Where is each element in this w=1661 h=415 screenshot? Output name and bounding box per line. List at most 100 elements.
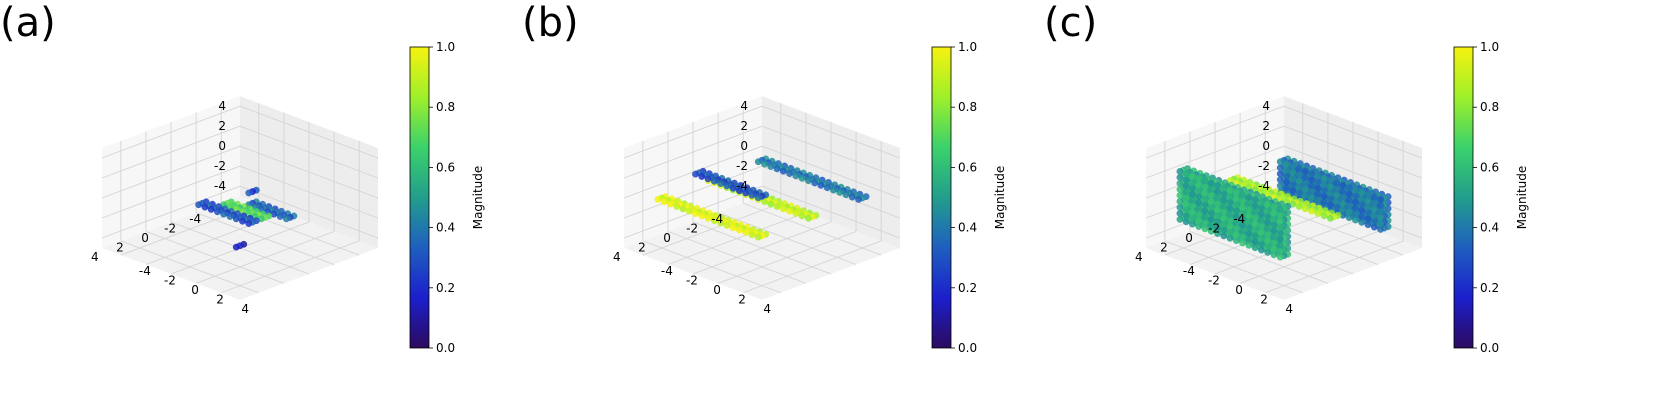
data-point xyxy=(1364,215,1372,223)
grid-line xyxy=(743,240,882,294)
data-point xyxy=(220,210,228,218)
data-point xyxy=(1182,200,1190,208)
data-point xyxy=(1289,175,1297,182)
data-point xyxy=(1220,214,1228,222)
data-point xyxy=(1220,196,1228,204)
data-point xyxy=(1251,196,1259,204)
data-point xyxy=(1189,214,1196,222)
data-point xyxy=(1289,181,1297,188)
data-point xyxy=(195,201,203,209)
y-tick-label: 2 xyxy=(216,292,224,306)
data-point xyxy=(1377,208,1384,215)
data-point xyxy=(1201,201,1209,209)
plot-b: -4 -2 0 2 4 -4 -2 0 2 4 4 2 0 -2 -4 0.0 0.2 0.4 0.6 0.8 1.0 M… xyxy=(613,40,1007,355)
grid-line xyxy=(623,105,763,159)
data-point xyxy=(1258,204,1265,212)
plot-c: -4 -2 0 2 4 -4 -2 0 2 4 4 2 0 -2 -4 0.0 0.2 0.4 0.6 0.8 1.0 M… xyxy=(1135,40,1529,355)
grid-line xyxy=(239,125,379,179)
data-point xyxy=(692,170,699,178)
data-point xyxy=(1283,184,1290,192)
data-point xyxy=(754,233,762,241)
data-point xyxy=(1195,187,1203,194)
grid-line xyxy=(1145,125,1285,179)
colorbar-tick-label: 0.8 xyxy=(436,100,455,114)
data-point xyxy=(1339,205,1347,213)
data-point xyxy=(1358,188,1366,196)
data-point xyxy=(1301,191,1309,199)
data-point xyxy=(1258,210,1265,218)
data-point xyxy=(1352,216,1359,224)
data-point xyxy=(1195,211,1203,218)
data-point xyxy=(1283,166,1290,174)
data-point xyxy=(1195,193,1203,200)
data-point xyxy=(1333,191,1341,199)
data-point xyxy=(1264,212,1272,220)
data-point xyxy=(1195,181,1203,188)
data-point xyxy=(717,180,725,187)
data-point xyxy=(723,182,731,190)
data-point xyxy=(1276,253,1284,261)
x-tick-label: 4 xyxy=(613,250,621,264)
data-point xyxy=(1276,241,1284,249)
data-point xyxy=(679,205,687,213)
data-point xyxy=(1264,248,1272,256)
grid-line xyxy=(1283,125,1423,179)
data-point xyxy=(754,194,762,202)
data-point xyxy=(1245,193,1253,201)
data-point xyxy=(1232,237,1240,245)
data-point xyxy=(1220,184,1228,192)
data-point xyxy=(1220,232,1228,240)
data-point xyxy=(723,221,731,229)
z-tick-label: -2 xyxy=(214,159,226,173)
data-point xyxy=(698,212,706,220)
data-point xyxy=(767,200,775,208)
data-point xyxy=(1358,206,1366,214)
colorbar-gradient xyxy=(1453,46,1474,349)
data-point xyxy=(673,203,681,210)
data-point xyxy=(698,173,706,180)
scatter-points xyxy=(654,155,870,241)
data-point xyxy=(1245,205,1253,213)
data-point xyxy=(1182,212,1190,220)
grid-line xyxy=(761,125,901,179)
data-point xyxy=(773,165,781,173)
data-point xyxy=(1251,220,1259,228)
data-point xyxy=(717,219,725,227)
grid-line xyxy=(239,105,379,159)
data-point xyxy=(1258,198,1265,206)
data-point xyxy=(1189,172,1196,180)
colorbar-gradient xyxy=(409,46,430,349)
data-point xyxy=(1364,197,1372,205)
data-point xyxy=(1214,194,1221,201)
data-point xyxy=(1270,233,1278,241)
z-tick-label: 0 xyxy=(740,139,748,153)
data-point xyxy=(1207,209,1215,217)
data-point xyxy=(1214,206,1221,213)
data-point xyxy=(1176,198,1184,205)
data-point xyxy=(1258,222,1265,230)
data-point xyxy=(729,224,737,232)
data-point xyxy=(1226,186,1234,194)
data-point xyxy=(207,206,215,213)
data-point xyxy=(1245,223,1253,231)
data-point xyxy=(1352,198,1359,206)
data-point xyxy=(1276,182,1284,190)
data-point xyxy=(767,163,775,170)
data-point xyxy=(1289,187,1297,194)
data-point xyxy=(1214,182,1221,189)
data-point xyxy=(1182,188,1190,196)
colorbar-tick-label: 1.0 xyxy=(958,40,977,54)
grid-line xyxy=(717,231,857,284)
data-point xyxy=(1195,205,1203,212)
data-point xyxy=(1226,198,1234,206)
data-point xyxy=(1301,167,1309,175)
colorbar-tick-label: 1.0 xyxy=(436,40,455,54)
data-point xyxy=(1176,168,1184,175)
data-point xyxy=(1176,216,1184,223)
data-point xyxy=(1333,179,1341,187)
panel-c: -4 -2 0 2 4 -4 -2 0 2 4 4 2 0 -2 -4 0.0 0.2 0.4 0.6 0.8 1.0 M… xyxy=(1044,0,1584,415)
grid-line xyxy=(1189,231,1329,284)
data-point xyxy=(1207,191,1215,199)
data-point xyxy=(1182,182,1190,190)
data-point xyxy=(667,200,674,208)
